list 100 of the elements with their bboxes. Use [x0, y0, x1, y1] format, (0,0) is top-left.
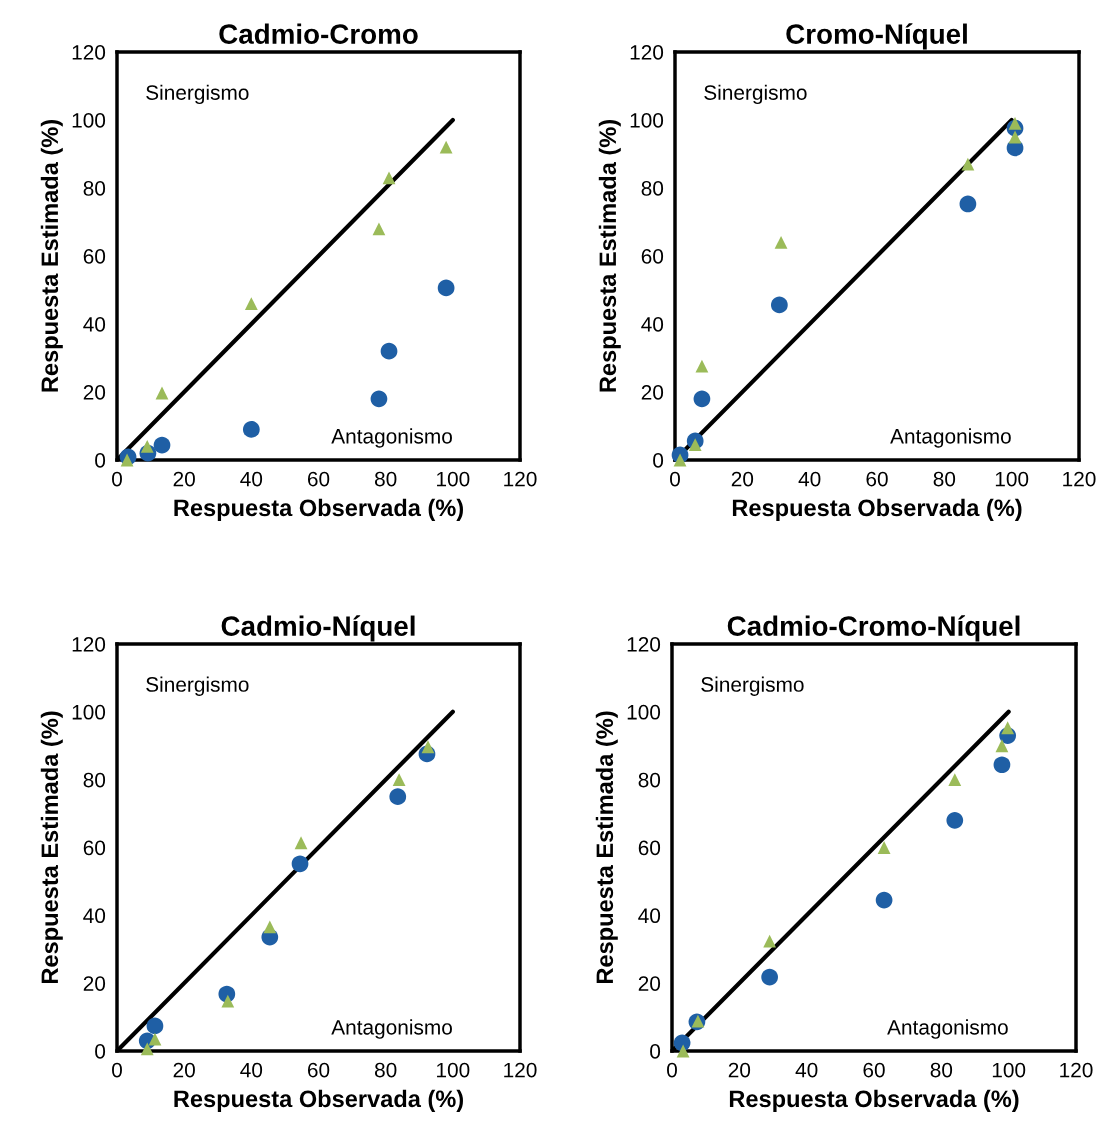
point	[263, 920, 277, 934]
x-tick-label: 0	[667, 1062, 677, 1078]
y-tick-label: 60	[83, 840, 106, 856]
point	[763, 934, 777, 948]
y-tick-label: 120	[72, 637, 106, 652]
point	[370, 390, 388, 408]
point	[294, 836, 308, 850]
point	[1001, 721, 1015, 735]
annotation: Sinergismo	[146, 676, 249, 696]
x-tick-label: 120	[504, 1062, 537, 1078]
y-tick-label: 60	[638, 840, 661, 856]
annotation: Sinergismo	[704, 84, 807, 105]
point	[244, 297, 258, 310]
point	[389, 788, 407, 805]
y-tick-label: 0	[653, 453, 664, 468]
annotation: Antagonismo	[331, 1019, 452, 1039]
point	[995, 739, 1009, 753]
x-tick-label: 80	[930, 1062, 953, 1078]
y-tick-label: 120	[72, 45, 106, 60]
x-tick-label: 100	[992, 1062, 1026, 1078]
point	[961, 157, 975, 171]
annotation: Sinergismo	[701, 676, 804, 696]
point	[140, 440, 154, 453]
x-tick-label: 80	[374, 1062, 397, 1078]
x-tick-label: 120	[1060, 1062, 1093, 1078]
point	[761, 968, 778, 986]
point	[948, 773, 962, 787]
chart-title: Cromo-Níquel	[786, 23, 967, 50]
y-tick-label: 100	[630, 113, 664, 128]
y-tick-label: 120	[630, 45, 664, 60]
point	[421, 740, 435, 754]
point	[959, 195, 977, 213]
annotation: Antagonismo	[887, 1019, 1008, 1039]
x-tick-label: 40	[240, 1062, 263, 1078]
y-tick-label: 80	[641, 181, 664, 196]
point	[120, 453, 134, 467]
x-tick-label: 20	[728, 1062, 751, 1078]
point	[993, 756, 1011, 774]
annotation: Sinergismo	[146, 84, 249, 105]
point	[877, 841, 891, 854]
x-axis-title: Respuesta Observada (%)	[174, 498, 463, 521]
x-tick-label: 100	[437, 471, 470, 487]
point	[140, 1042, 154, 1056]
x-axis-title: Respuesta Observada (%)	[729, 1089, 1019, 1112]
y-tick-label: 120	[627, 637, 661, 652]
x-tick-label: 20	[173, 1062, 195, 1078]
annotation: Antagonismo	[331, 428, 452, 448]
x-tick-label: 40	[798, 471, 821, 487]
y-tick-label: 80	[638, 772, 661, 788]
point	[221, 994, 235, 1008]
y-axis-title: Respuesta Estimada (%)	[40, 120, 63, 392]
x-tick-label: 20	[173, 471, 195, 487]
chart-title: Cadmio-Cromo	[219, 23, 418, 44]
point	[774, 236, 788, 249]
x-tick-label: 60	[866, 471, 888, 487]
y-tick-label: 20	[641, 385, 664, 400]
y-tick-label: 60	[641, 249, 664, 264]
point	[392, 773, 406, 787]
point	[875, 891, 893, 909]
point	[771, 296, 788, 314]
y-tick-label: 80	[83, 181, 106, 196]
y-tick-label: 0	[95, 453, 106, 468]
y-tick-label: 0	[650, 1044, 661, 1059]
y-tick-label: 0	[95, 1044, 106, 1059]
point	[695, 359, 709, 373]
x-tick-label: 120	[1063, 471, 1096, 487]
point	[437, 279, 455, 297]
y-tick-label: 20	[638, 976, 661, 991]
x-tick-label: 60	[863, 1062, 885, 1078]
y-axis-title: Respuesta Estimada (%)	[595, 711, 618, 984]
y-tick-label: 100	[72, 704, 106, 720]
x-tick-label: 0	[112, 471, 122, 487]
point	[146, 1017, 164, 1035]
y-tick-label: 100	[72, 113, 106, 128]
x-tick-label: 120	[504, 471, 537, 487]
point	[153, 436, 171, 454]
y-axis-title: Respuesta Estimada (%)	[598, 120, 621, 392]
y-tick-label: 80	[83, 772, 106, 788]
x-tick-label: 60	[307, 471, 330, 487]
point	[380, 342, 398, 360]
y-tick-label: 60	[83, 249, 106, 264]
x-tick-label: 40	[795, 1062, 818, 1078]
y-tick-label: 100	[627, 704, 661, 720]
point	[676, 1044, 690, 1058]
annotation: Antagonismo	[890, 428, 1011, 448]
y-tick-label: 40	[83, 908, 106, 924]
y-axis-title: Respuesta Estimada (%)	[40, 711, 63, 984]
x-tick-label: 0	[112, 1062, 122, 1078]
y-tick-label: 40	[638, 908, 661, 924]
point	[439, 140, 453, 154]
x-tick-label: 100	[995, 471, 1029, 487]
x-tick-label: 60	[307, 1062, 330, 1078]
point	[382, 171, 396, 185]
point	[693, 390, 711, 408]
x-tick-label: 20	[731, 471, 754, 487]
point	[688, 438, 702, 452]
x-tick-label: 40	[240, 471, 263, 487]
chart-title: Cadmio-Níquel	[221, 615, 415, 642]
point	[372, 222, 386, 236]
point	[946, 812, 964, 829]
